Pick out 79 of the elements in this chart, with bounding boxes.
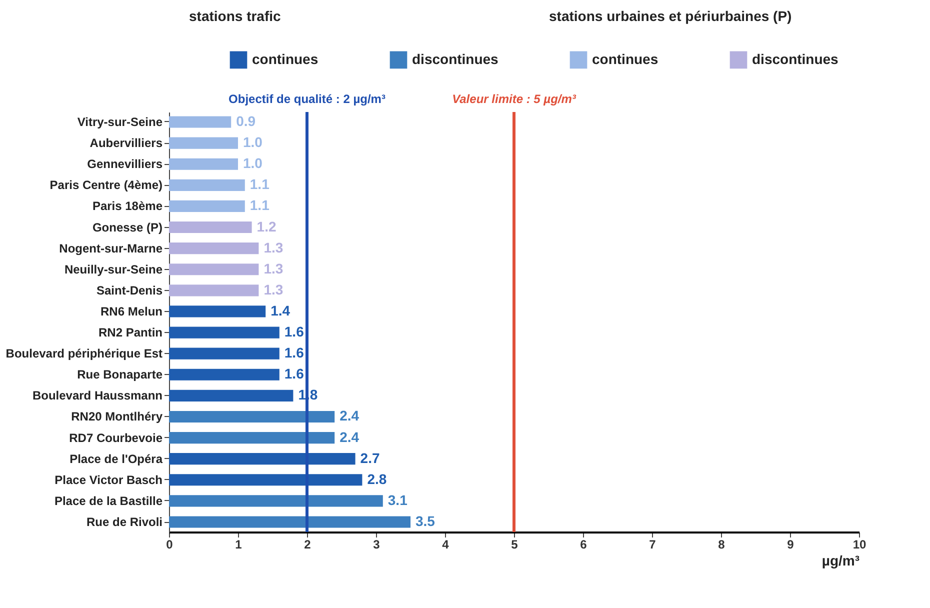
data-label: 1.6 [284, 344, 304, 361]
bar [169, 137, 238, 149]
data-label: 1.3 [264, 281, 284, 298]
data-label: 2.4 [340, 408, 360, 424]
x-tick-label: 7 [649, 538, 656, 552]
data-label: 2.7 [360, 450, 380, 466]
x-tick-label: 3 [373, 538, 380, 552]
data-label: 1.0 [243, 155, 263, 172]
y-tick-label: Saint-Denis [96, 283, 163, 298]
legend-label: discontinues [412, 50, 499, 67]
x-tick-label: 1 [235, 538, 242, 552]
x-tick-label: 5 [511, 538, 518, 552]
bar [169, 284, 259, 296]
bar [169, 116, 232, 128]
y-tick-label: Aubervilliers [90, 136, 163, 150]
bar [169, 432, 335, 444]
bar [169, 495, 383, 507]
y-tick-label: Gennevilliers [87, 157, 163, 172]
x-tick-label: 10 [852, 538, 866, 552]
x-axis-title: µg/m³ [822, 552, 860, 568]
x-tick-label: 2 [304, 538, 312, 552]
y-tick-label: RN6 Melun [100, 304, 162, 318]
y-tick-label: RN20 Montlhéry [71, 410, 163, 424]
y-tick-label: Boulevard périphérique Est [6, 346, 163, 361]
text: stations trafic [189, 8, 282, 24]
bar [169, 179, 245, 191]
bar [169, 264, 259, 276]
y-tick-label: Boulevard Haussmann [32, 388, 162, 403]
data-label: 0.9 [236, 113, 256, 129]
y-tick-label: Rue Bonaparte [77, 368, 163, 382]
data-label: 1.0 [243, 134, 263, 150]
y-tick-label: Vitry-sur-Seine [77, 115, 163, 129]
x-tick-label: 0 [166, 538, 174, 552]
data-label: 1.4 [270, 302, 290, 318]
x-tick-label: 6 [580, 538, 588, 552]
y-tick-label: Paris 18ème [92, 199, 163, 214]
bar [169, 390, 294, 402]
y-tick-label: Neuilly-sur-Seine [64, 262, 163, 276]
data-label: 1.1 [250, 197, 270, 214]
text: stations urbaines et périurbaines (P) [549, 8, 792, 24]
y-tick-label: RN2 Pantin [98, 326, 162, 340]
x-tick-label: 4 [442, 538, 450, 552]
legend-label: continues [252, 50, 318, 67]
ref-line-label: Valeur limite : 5 µg/m³ [452, 92, 577, 106]
y-tick-label: RD7 Courbevoie [69, 430, 163, 445]
bar [169, 410, 335, 423]
data-label: 1.3 [264, 239, 284, 256]
bar [169, 306, 266, 318]
data-label: 3.5 [416, 513, 436, 529]
data-label: 1.3 [264, 260, 284, 276]
y-tick-label: Rue de Rivoli [86, 515, 162, 529]
y-tick-label: Nogent-sur-Marne [59, 241, 163, 256]
bar [169, 200, 245, 212]
bar [169, 158, 238, 170]
bar [169, 242, 259, 254]
bar [169, 516, 410, 528]
bar [169, 326, 280, 338]
y-tick-label: Place de l'Opéra [70, 452, 163, 466]
y-tick-label: Place Victor Basch [54, 472, 162, 487]
bar [169, 474, 362, 486]
bar [169, 348, 280, 360]
bar [169, 221, 252, 234]
data-label: 1.1 [250, 176, 270, 192]
legend-label: discontinues [752, 50, 839, 67]
y-tick-label: Paris Centre (4ème) [50, 178, 162, 192]
y-tick-label: Gonesse (P) [92, 220, 162, 234]
legend-label: continues [592, 50, 658, 67]
data-label: 2.4 [340, 428, 360, 445]
data-label: 1.6 [284, 324, 304, 340]
data-label: 1.6 [284, 366, 304, 382]
x-tick-label: 9 [787, 538, 794, 552]
data-label: 3.1 [388, 492, 408, 508]
data-label: 1.2 [256, 218, 276, 234]
x-tick-label: 8 [718, 538, 726, 552]
data-label: 2.8 [367, 470, 387, 487]
bar [169, 453, 356, 465]
bar [169, 368, 280, 380]
ref-line-label: Objectif de qualité : 2 µg/m³ [228, 92, 386, 106]
y-tick-label: Place de la Bastille [54, 494, 163, 508]
